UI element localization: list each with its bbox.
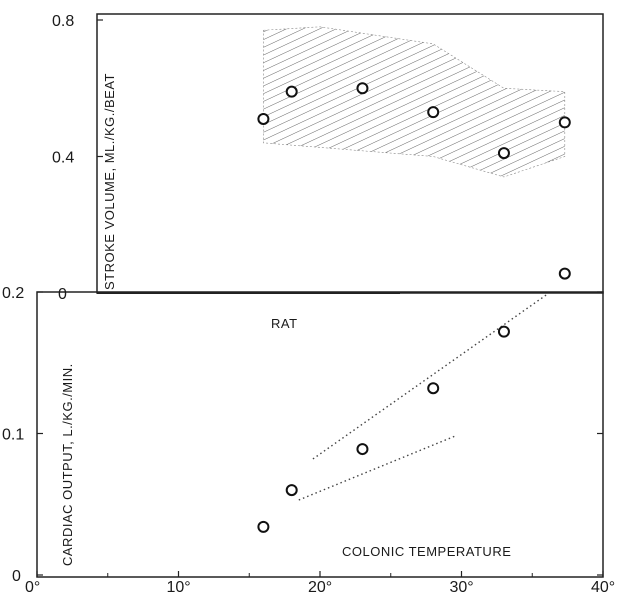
cardiac-output-points [257,267,571,533]
hatched-band [263,26,566,178]
cardiac-output-point [558,267,571,280]
cardiac-output-point [427,382,440,395]
y-tick-label: 0.2 [2,285,24,302]
x-tick-label: 30° [450,579,474,594]
stroke-volume-point [497,147,510,160]
y-tick-label: 0 [12,568,21,585]
rat-label: RAT [271,316,298,331]
y-tick-label: 0 [58,286,67,303]
cardiac-output-point [285,484,298,497]
stroke-volume-points [257,82,571,160]
y-tick-label: 0.4 [52,150,74,167]
y-tick-label: 0.8 [52,13,74,30]
stroke-volume-point [257,112,270,125]
stroke-volume-y-ticks: 0.8 0.4 0 [52,13,103,303]
x-tick-label: 10° [167,579,191,594]
cardiac-output-point [356,443,369,456]
cardiac-output-dotted-lines [298,294,547,501]
cardiac-output-point [257,520,270,533]
cardiac-output-axis-title: CARDIAC OUTPUT, L./KG./MIN. [60,363,75,566]
x-tick-label: 40° [591,579,615,594]
cardiac-output-ticks: 0.2 0.1 0 0° 10° 20° 30° 40° [2,285,615,594]
stroke-volume-band [263,26,566,178]
cardiac-output-point [497,325,510,338]
stroke-volume-point [356,82,369,95]
dotted-line [298,435,455,501]
stroke-volume-point [558,116,571,129]
y-tick-label: 0.1 [2,427,24,444]
x-tick-label: 20° [308,579,332,594]
stroke-volume-point [427,106,440,119]
stroke-volume-point [285,85,298,98]
x-tick-label: 0° [25,579,40,594]
colonic-temperature-label: COLONIC TEMPERATURE [342,544,511,559]
stroke-volume-axis-title: STROKE VOLUME, ML./KG./BEAT [102,73,117,290]
dotted-line [312,294,547,460]
lower-plot-frame [36,291,604,578]
